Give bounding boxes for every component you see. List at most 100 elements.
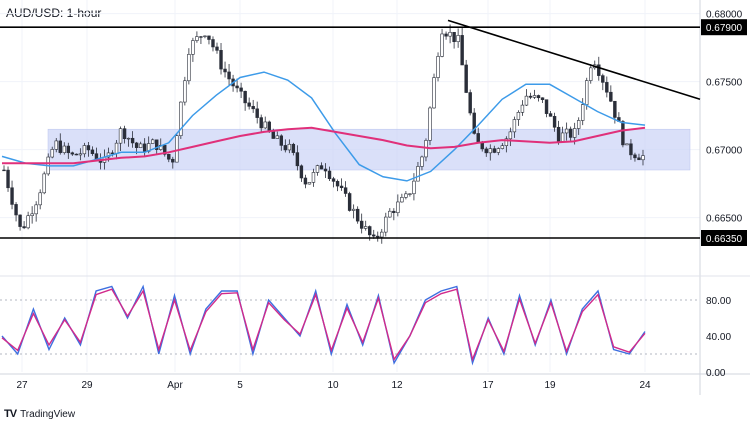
candle bbox=[351, 208, 356, 211]
candle bbox=[641, 155, 645, 161]
candle bbox=[508, 131, 513, 140]
candle bbox=[42, 173, 46, 194]
oscillator-axis-label: 0.00 bbox=[706, 368, 726, 379]
candle bbox=[388, 210, 392, 218]
candle bbox=[564, 128, 569, 134]
candle bbox=[400, 197, 404, 203]
candle bbox=[625, 143, 629, 146]
price-axis-label: 0.67500 bbox=[706, 78, 743, 89]
candle bbox=[368, 226, 372, 236]
candle bbox=[14, 204, 18, 216]
candle bbox=[552, 116, 557, 128]
candle bbox=[211, 39, 215, 48]
candle bbox=[155, 139, 159, 150]
oscillator-axis-label: 40.00 bbox=[706, 332, 731, 343]
candle bbox=[560, 132, 565, 142]
candle bbox=[532, 95, 537, 98]
candle bbox=[90, 149, 95, 155]
candle bbox=[520, 104, 525, 113]
candle bbox=[468, 92, 472, 114]
candle bbox=[134, 142, 139, 148]
candle bbox=[589, 67, 593, 81]
candle bbox=[78, 153, 83, 156]
candle bbox=[637, 157, 641, 161]
price-tag bbox=[701, 230, 747, 246]
candle bbox=[175, 135, 179, 163]
moving-average-slow bbox=[2, 126, 646, 165]
oscillator-axis-label: 80.00 bbox=[706, 296, 731, 307]
candle bbox=[219, 50, 223, 70]
candle bbox=[528, 95, 533, 98]
candle bbox=[191, 40, 195, 55]
time-axis-label: 29 bbox=[81, 380, 93, 391]
candle bbox=[142, 143, 147, 152]
time-axis-label: 19 bbox=[544, 380, 556, 391]
candle bbox=[436, 56, 440, 78]
time-axis-label: 17 bbox=[482, 380, 494, 391]
candle bbox=[243, 90, 247, 104]
price-tag-label: 0.67900 bbox=[706, 23, 743, 34]
candle bbox=[355, 208, 360, 222]
candle bbox=[171, 158, 175, 163]
candle bbox=[359, 220, 364, 229]
candle bbox=[66, 145, 71, 154]
candle bbox=[448, 31, 452, 37]
candle bbox=[227, 71, 231, 80]
candle bbox=[536, 95, 541, 99]
price-axis-label: 0.67000 bbox=[706, 146, 743, 157]
candle bbox=[488, 148, 492, 154]
candle bbox=[299, 165, 304, 179]
candle bbox=[122, 128, 127, 139]
candle bbox=[2, 169, 6, 172]
candle bbox=[363, 226, 368, 229]
candle bbox=[235, 85, 239, 89]
candle bbox=[339, 185, 344, 189]
candle bbox=[311, 172, 316, 183]
candle bbox=[609, 91, 613, 102]
candle bbox=[544, 99, 549, 114]
candle bbox=[327, 170, 332, 180]
candle bbox=[335, 181, 340, 187]
candle bbox=[255, 108, 259, 118]
candle bbox=[203, 35, 207, 38]
candle bbox=[376, 235, 380, 238]
time-axis-label: 27 bbox=[16, 380, 28, 391]
candle bbox=[440, 33, 444, 57]
tradingview-label: TradingView bbox=[20, 408, 76, 420]
candle bbox=[138, 143, 143, 148]
candle bbox=[267, 121, 271, 132]
candle bbox=[315, 165, 320, 173]
time-axis-label: 5 bbox=[237, 380, 243, 391]
candle bbox=[323, 168, 328, 172]
candle bbox=[6, 169, 10, 189]
candle bbox=[259, 117, 263, 129]
candle bbox=[428, 107, 432, 141]
candle bbox=[432, 77, 436, 109]
price-axis-label: 0.66500 bbox=[706, 214, 743, 225]
candle bbox=[54, 140, 58, 150]
time-axis-label: 10 bbox=[327, 380, 339, 391]
candle bbox=[187, 54, 191, 82]
candle bbox=[26, 215, 30, 229]
candle bbox=[62, 145, 66, 153]
candle bbox=[291, 143, 296, 153]
candle bbox=[601, 75, 605, 83]
candle bbox=[58, 140, 62, 153]
candle bbox=[605, 82, 609, 93]
candle bbox=[247, 102, 251, 107]
candle bbox=[404, 193, 408, 198]
candle bbox=[307, 182, 312, 185]
candle bbox=[380, 231, 384, 238]
candle bbox=[70, 152, 75, 155]
candle bbox=[10, 187, 14, 205]
candle bbox=[295, 152, 300, 167]
candle bbox=[263, 121, 267, 129]
candle bbox=[556, 126, 561, 142]
candle bbox=[540, 97, 545, 101]
candle bbox=[496, 148, 501, 153]
candle bbox=[150, 139, 155, 144]
chart-title: AUD/USD: 1-hour bbox=[6, 6, 102, 20]
candle bbox=[420, 156, 424, 167]
candle bbox=[548, 113, 553, 117]
candle bbox=[199, 36, 203, 38]
